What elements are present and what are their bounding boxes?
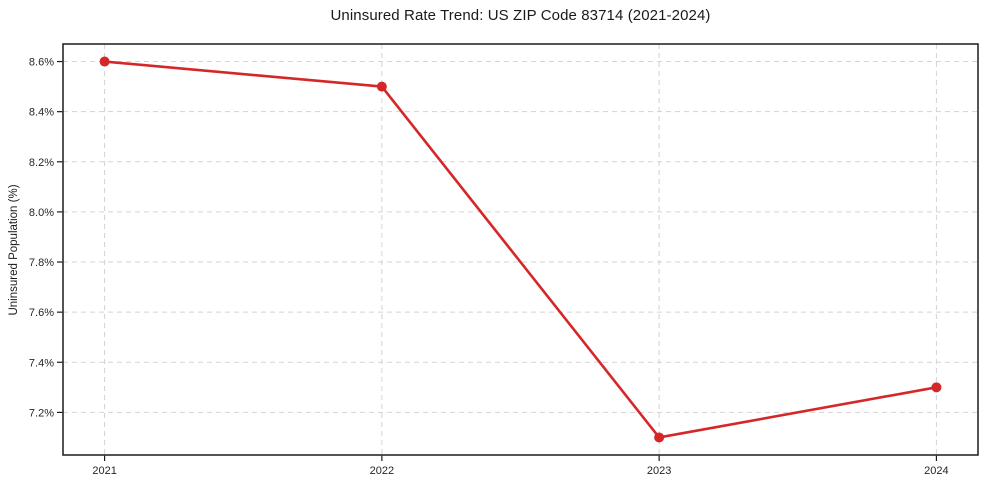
x-tick-label: 2023 [647, 465, 671, 477]
chart-title: Uninsured Rate Trend: US ZIP Code 83714 … [330, 7, 711, 24]
x-tick-label: 2021 [92, 465, 116, 477]
y-tick-label: 7.2% [29, 407, 54, 419]
data-point [99, 56, 110, 67]
y-tick-label: 8.6% [29, 57, 54, 69]
y-tick-label: 7.6% [29, 307, 54, 319]
y-tick-label: 8.4% [29, 107, 54, 119]
y-tick-label: 7.8% [29, 257, 54, 269]
y-tick-label: 8.0% [29, 207, 54, 219]
data-point [376, 81, 387, 92]
axes-spines [62, 43, 979, 456]
x-tick-label: 2024 [924, 465, 948, 477]
trend-line [103, 60, 938, 439]
data-point [931, 382, 942, 393]
y-tick-label: 8.2% [29, 157, 54, 169]
y-tick-label: 7.4% [29, 357, 54, 369]
data-point [654, 432, 665, 443]
x-tick-label: 2022 [370, 465, 394, 477]
